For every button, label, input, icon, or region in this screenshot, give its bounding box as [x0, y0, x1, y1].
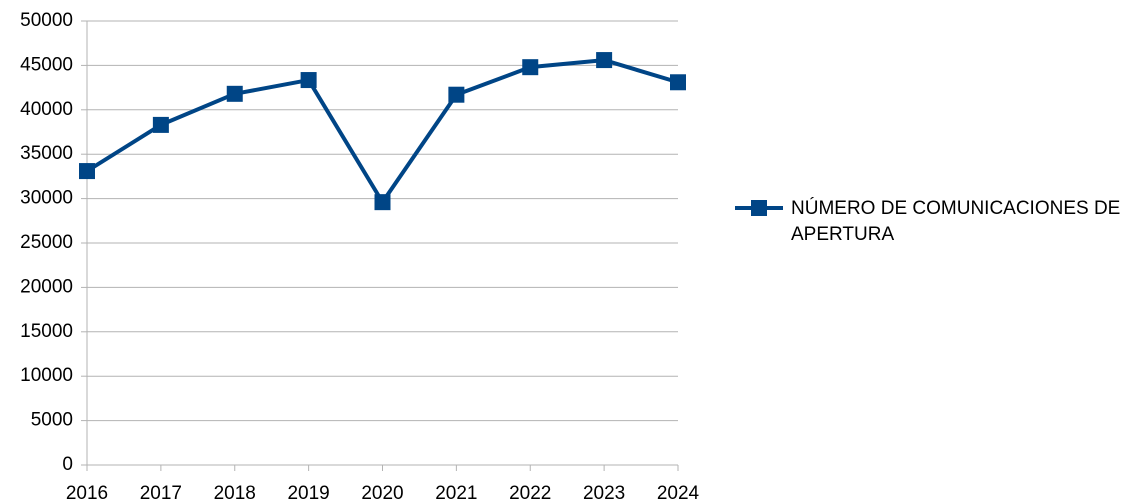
series-line: [85, 58, 679, 205]
legend-label: NÚMERO DE COMUNICACIONES DE APERTURA: [791, 198, 1121, 245]
y-tick-label: 0: [62, 454, 73, 475]
y-tick-label: 20000: [20, 276, 73, 297]
x-tick-label: 2024: [657, 483, 700, 504]
marker: [670, 74, 686, 91]
marker: [300, 72, 317, 89]
marker: [374, 194, 391, 211]
x-tick-label: 2018: [214, 483, 256, 504]
marker: [596, 52, 613, 69]
x-tick-label: 2019: [287, 483, 329, 504]
x-tick-label: 2021: [435, 483, 477, 504]
y-tick-label: 15000: [20, 321, 73, 342]
x-tick-label: 2017: [140, 483, 182, 504]
legend-marker: [751, 200, 767, 216]
marker: [152, 116, 169, 133]
y-tick-label: 45000: [20, 54, 73, 75]
y-tick-label: 40000: [20, 99, 73, 120]
x-tick-label: 2020: [361, 483, 403, 504]
y-tick-label: 35000: [20, 143, 73, 164]
marker: [522, 59, 539, 76]
y-tick-label: 25000: [20, 232, 73, 253]
x-tick-label: 2016: [66, 483, 108, 504]
x-tick-label: 2022: [509, 483, 551, 504]
x-tick-label: 2023: [583, 483, 625, 504]
marker: [448, 86, 465, 103]
y-tick-label: 50000: [20, 10, 73, 31]
y-tick-label: 5000: [31, 410, 73, 431]
y-tick-label: 10000: [20, 365, 73, 386]
marker: [226, 85, 243, 102]
y-tick-label: 30000: [20, 188, 73, 209]
marker: [79, 163, 95, 180]
